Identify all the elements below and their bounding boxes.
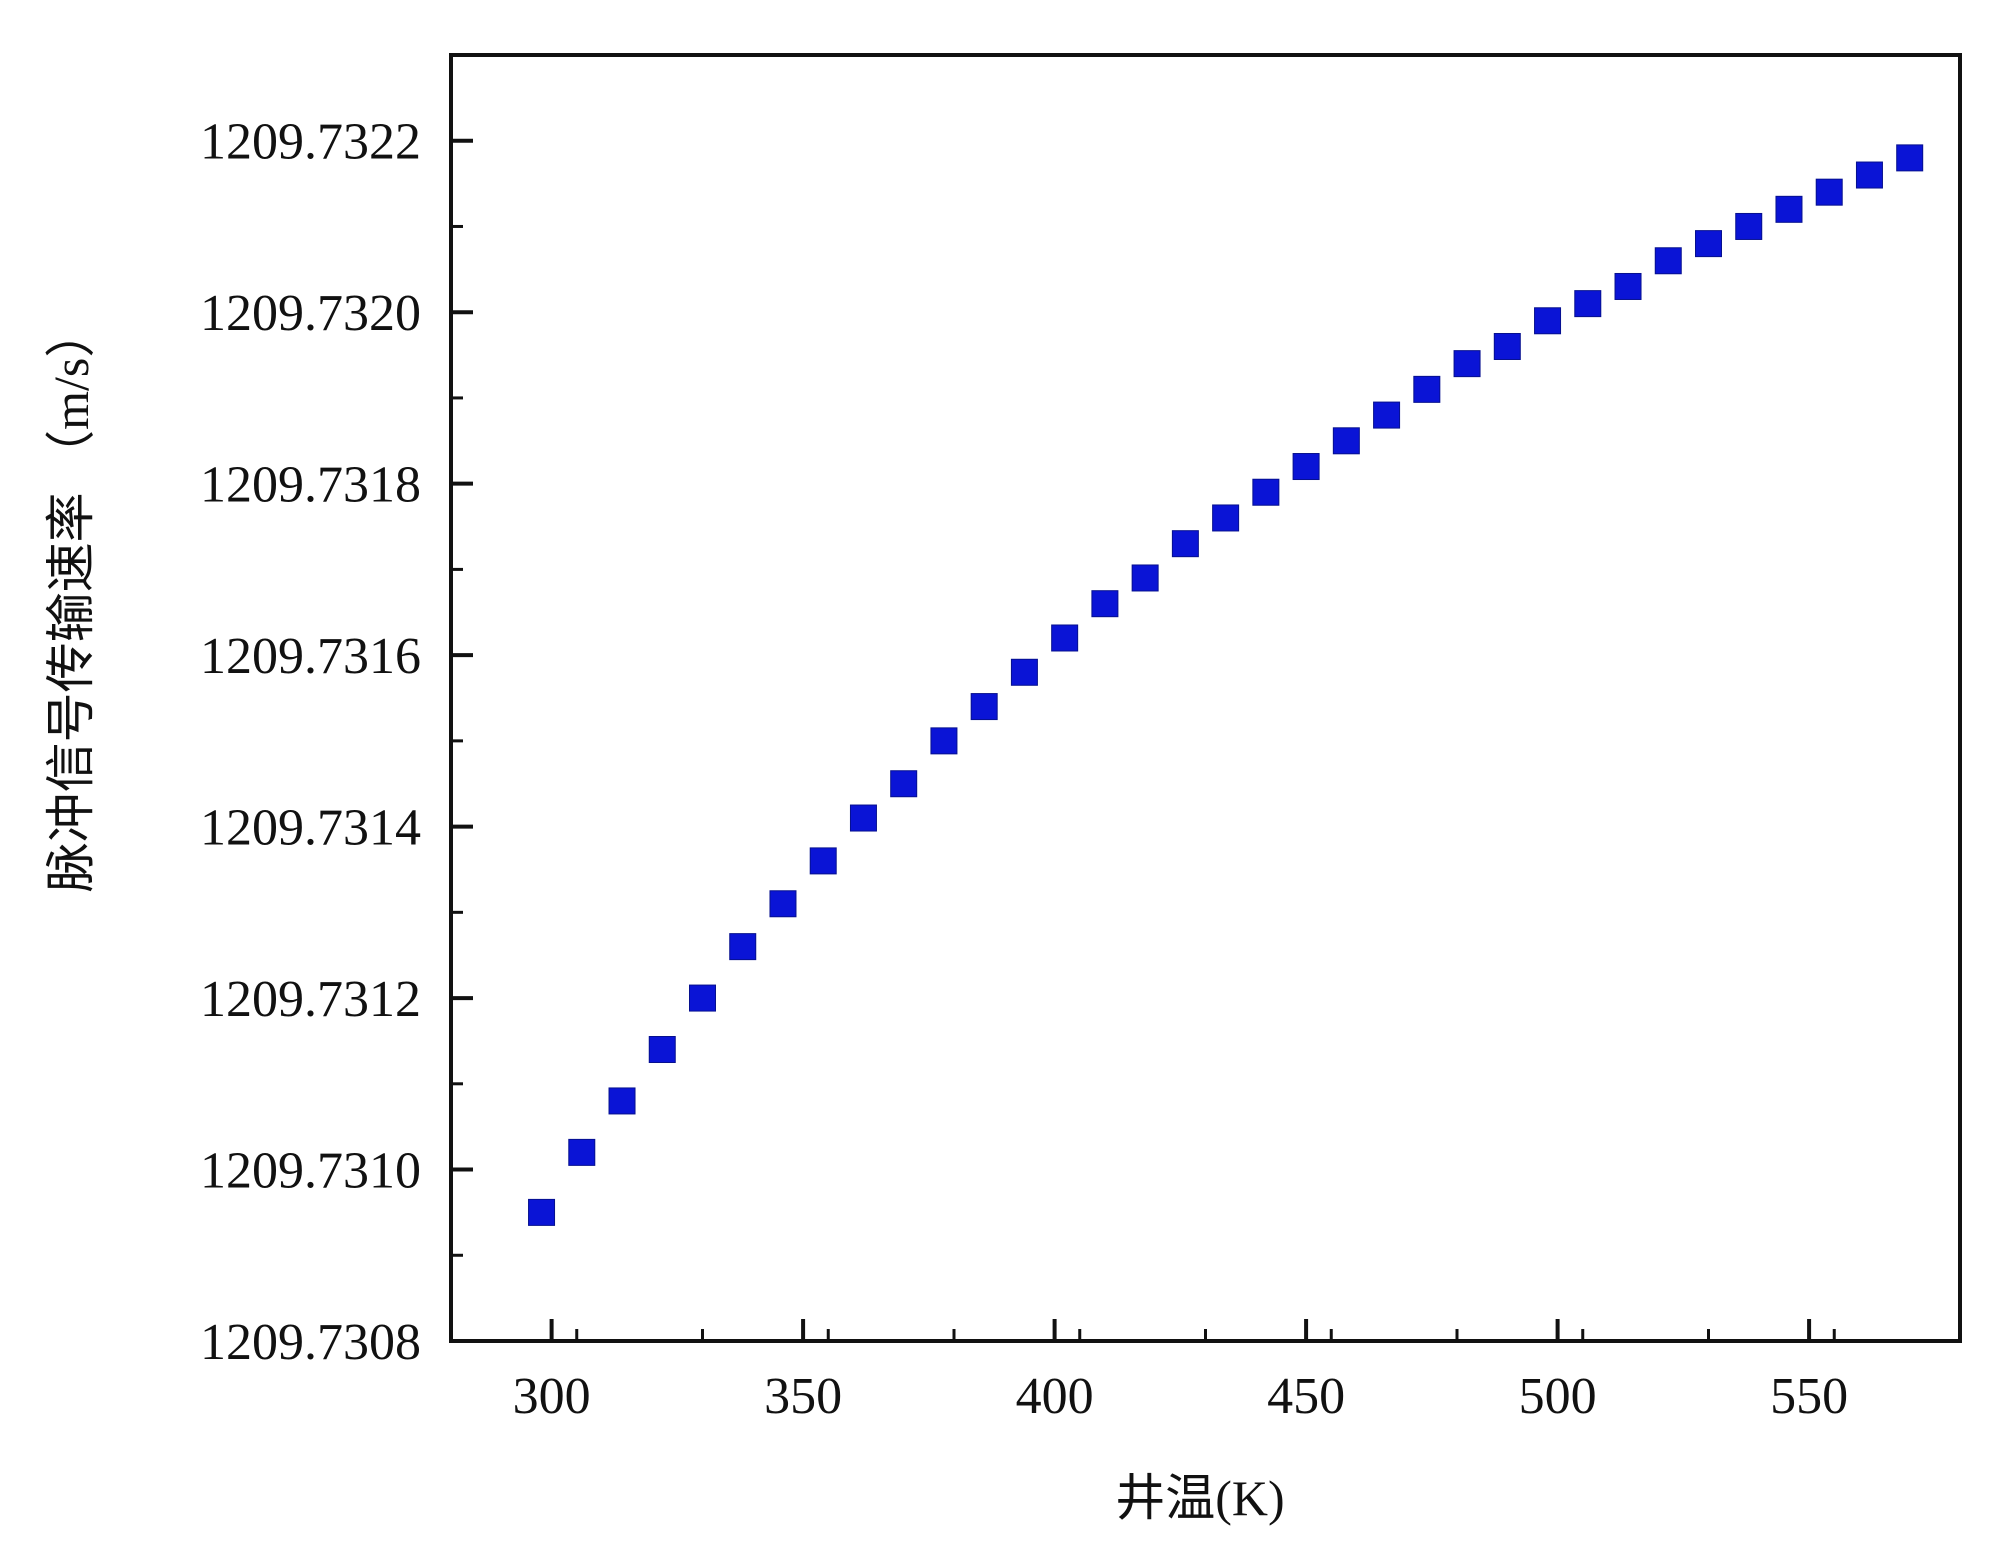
data-point bbox=[729, 933, 757, 961]
data-point bbox=[1534, 307, 1562, 335]
data-point bbox=[1010, 658, 1038, 686]
data-point bbox=[1171, 530, 1199, 558]
plot-frame bbox=[449, 53, 1962, 1343]
data-point bbox=[1373, 401, 1401, 429]
data-point bbox=[1453, 350, 1481, 378]
data-point bbox=[809, 847, 837, 875]
data-point bbox=[1695, 230, 1722, 258]
x-tick-label: 500 bbox=[1519, 1368, 1597, 1425]
data-point bbox=[648, 1036, 676, 1064]
data-point bbox=[689, 984, 716, 1012]
data-point bbox=[1896, 144, 1924, 172]
y-tick-label: 1209.7312 bbox=[200, 971, 421, 1028]
data-point bbox=[1775, 195, 1803, 223]
data-point bbox=[1493, 332, 1521, 360]
y-tick-label: 1209.7318 bbox=[200, 457, 421, 514]
data-point bbox=[1252, 478, 1280, 506]
y-tick-label: 1209.7320 bbox=[200, 285, 421, 342]
y-axis-title: 脉冲信号传输速率 （m/s） bbox=[43, 308, 99, 893]
data-point bbox=[1855, 161, 1883, 189]
data-point bbox=[1614, 272, 1642, 300]
data-point bbox=[1332, 427, 1360, 455]
x-tick-label: 450 bbox=[1267, 1368, 1345, 1425]
x-axis-title: 井温(K) bbox=[1115, 1470, 1284, 1526]
ticks-layer: 300 350 400 450 500 550 1209.7308 1209.7310 1209… bbox=[200, 53, 1962, 1425]
y-tick-label: 1209.7322 bbox=[200, 114, 421, 171]
x-tick-label: 300 bbox=[513, 1368, 591, 1425]
data-point bbox=[930, 727, 958, 755]
data-point bbox=[1413, 375, 1441, 403]
points-layer bbox=[528, 144, 1924, 1226]
y-tick-label: 1209.7310 bbox=[200, 1143, 421, 1200]
data-point bbox=[1815, 178, 1843, 206]
data-point bbox=[1735, 212, 1763, 240]
data-point bbox=[1091, 590, 1119, 618]
data-point bbox=[1051, 624, 1079, 652]
y-tick-label: 1209.7308 bbox=[200, 1314, 421, 1371]
data-point bbox=[568, 1138, 596, 1166]
data-point bbox=[1292, 453, 1320, 481]
data-point bbox=[849, 804, 877, 832]
data-point bbox=[528, 1198, 556, 1226]
x-tick-label: 350 bbox=[764, 1368, 842, 1425]
x-tick-label: 400 bbox=[1016, 1368, 1094, 1425]
data-point bbox=[1131, 564, 1159, 592]
data-point bbox=[1654, 247, 1682, 275]
data-point bbox=[970, 693, 998, 721]
x-tick-label: 550 bbox=[1770, 1368, 1848, 1425]
data-point bbox=[890, 770, 918, 798]
y-tick-label: 1209.7316 bbox=[200, 628, 421, 685]
y-tick-label: 1209.7314 bbox=[200, 800, 421, 857]
data-point bbox=[608, 1087, 636, 1115]
data-point bbox=[769, 890, 797, 918]
data-point bbox=[1574, 290, 1602, 318]
data-point bbox=[1212, 504, 1240, 532]
